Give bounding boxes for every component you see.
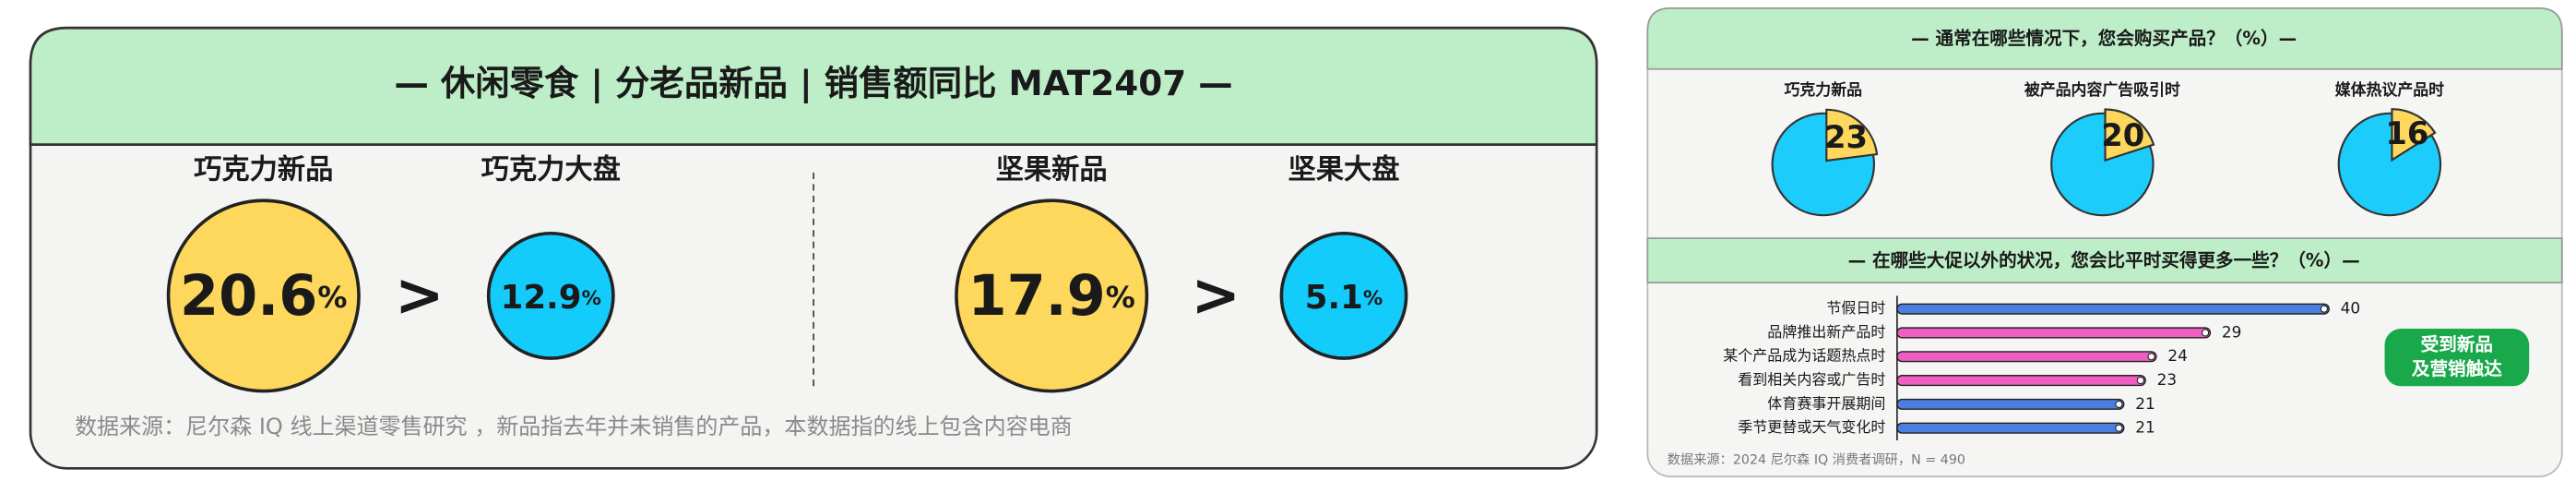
pie-title: 媒体热议产品时 xyxy=(2335,80,2444,99)
right-panel: — 通常在哪些情况下，您会购买产品？（%）— — 在哪些大促以外的状况，您会比平… xyxy=(1646,7,2563,478)
bar-end-dot xyxy=(2115,400,2123,408)
value-number: 12.9 xyxy=(501,279,582,317)
bar-category: 体育赛事开展期间 xyxy=(1767,394,1885,412)
pie-value-label: 23 xyxy=(1824,119,1868,155)
bar xyxy=(1896,351,2157,363)
bar-category: 节假日时 xyxy=(1826,299,1885,317)
left-panel: — 休闲零食 | 分老品新品 | 销售额同比 MAT2407 — 数据来源：尼尔… xyxy=(29,26,1598,470)
item-label: 巧克力新品 xyxy=(194,154,333,186)
bar xyxy=(1896,422,2125,434)
value-unit: % xyxy=(317,280,347,315)
value-circle xyxy=(166,198,361,393)
bar-value-label: 23 xyxy=(2157,370,2178,389)
section-header xyxy=(1646,237,2563,284)
panel-title: — 休闲零食 | 分老品新品 | 销售额同比 MAT2407 — xyxy=(395,63,1233,104)
item-label: 巧克力大盘 xyxy=(481,153,621,186)
bar-category: 季节更替或天气变化时 xyxy=(1738,418,1885,436)
section-title: — 通常在哪些情况下，您会购买产品？（%）— xyxy=(1911,28,2297,49)
bar-category: 品牌推出新产品时 xyxy=(1767,323,1885,341)
bar-end-dot xyxy=(2320,305,2328,313)
value-text: 12.9% xyxy=(501,279,601,317)
bar-category: 某个产品成为话题热点时 xyxy=(1723,347,1885,365)
pie-slice xyxy=(1825,108,1879,162)
value-number: 20.6 xyxy=(180,264,317,329)
bar xyxy=(1896,327,2212,339)
item-label: 坚果新品 xyxy=(996,154,1108,186)
footnote: 数据来源：2024 尼尔森 IQ 消费者调研，N = 490 xyxy=(1668,451,1965,467)
panel-header xyxy=(29,26,1598,146)
pie-slice xyxy=(2104,108,2155,162)
pie-title: 被产品内容广告吸引时 xyxy=(2024,80,2180,99)
bar-end-dot xyxy=(2115,424,2123,432)
value-number: 5.1 xyxy=(1305,279,1363,317)
value-unit: % xyxy=(1363,287,1383,310)
bar-value-label: 24 xyxy=(2167,346,2188,365)
badge-text: 及营销触达 xyxy=(2412,358,2502,379)
bar xyxy=(1896,398,2125,410)
bar-value-label: 21 xyxy=(2135,394,2155,413)
value-text: 17.9% xyxy=(967,264,1134,329)
bar-end-dot xyxy=(2136,376,2144,385)
bar xyxy=(1896,375,2146,387)
footnote: 数据来源：尼尔森 IQ 线上渠道零售研究 ，新品指去年并未销售的产品，本数据指的… xyxy=(75,414,1073,439)
bar xyxy=(1896,303,2330,315)
comparator: > xyxy=(395,262,445,331)
bar-value-label: 21 xyxy=(2135,418,2155,437)
bar-value-label: 40 xyxy=(2341,299,2361,318)
value-unit: % xyxy=(581,287,600,310)
pie-value-label: 16 xyxy=(2385,115,2428,151)
value-number: 17.9 xyxy=(967,264,1105,329)
value-circle xyxy=(1279,231,1408,360)
value-circle xyxy=(486,231,615,360)
pie-value-label: 20 xyxy=(2101,117,2144,153)
section-title: — 在哪些大促以外的状况，您会比平时买得更多一些？（%）— xyxy=(1848,250,2360,271)
comparator: > xyxy=(1191,262,1241,331)
pie-title: 巧克力新品 xyxy=(1785,80,1863,99)
badge xyxy=(2384,329,2530,387)
bar-category: 看到相关内容或广告时 xyxy=(1738,371,1885,389)
badge-text: 受到新品 xyxy=(2421,333,2493,355)
value-text: 20.6% xyxy=(180,264,347,329)
value-circle xyxy=(955,198,1149,393)
section-header xyxy=(1646,7,2563,70)
value-unit: % xyxy=(1106,280,1135,315)
bar-value-label: 29 xyxy=(2222,322,2242,341)
item-label: 坚果大盘 xyxy=(1288,153,1400,186)
pie-slice xyxy=(2391,108,2437,162)
bar-end-dot xyxy=(2201,329,2210,337)
bar-end-dot xyxy=(2147,353,2155,361)
value-text: 5.1% xyxy=(1305,279,1383,317)
